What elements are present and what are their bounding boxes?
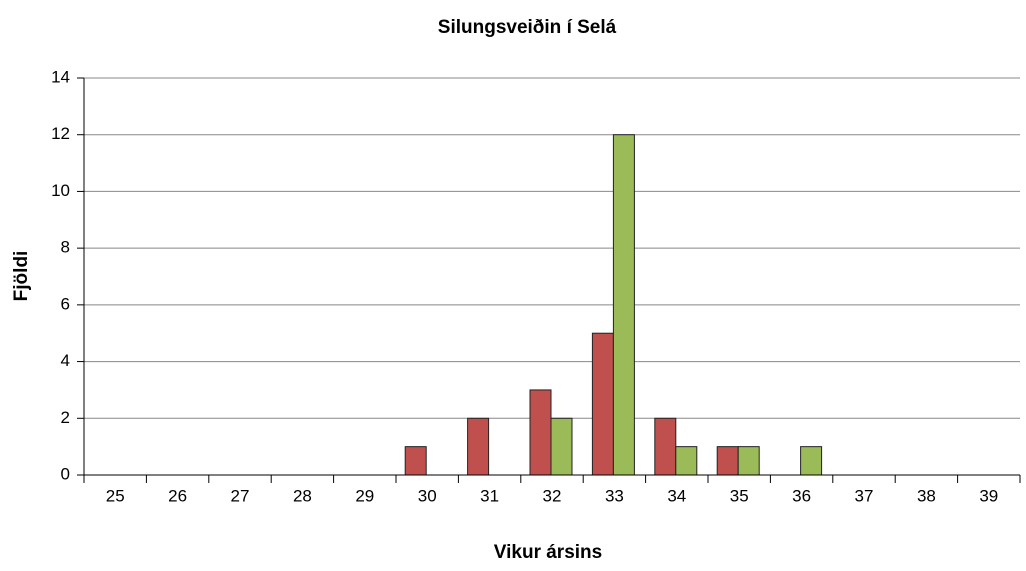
bar [404,446,427,476]
x-tick-label: 28 [293,486,312,505]
x-tick-label: 30 [418,486,437,505]
bar [591,332,614,476]
y-tick-label: 14 [51,67,70,86]
x-tick-label: 33 [605,486,624,505]
bar [800,446,823,476]
y-tick-label: 6 [61,294,70,313]
y-tick-label: 8 [61,238,70,257]
bar [716,446,739,476]
bar [654,417,677,476]
x-tick-label: 36 [792,486,811,505]
x-tick-label: 27 [231,486,250,505]
x-tick-label: 37 [855,486,874,505]
y-tick-label: 12 [51,124,70,143]
bar [529,389,552,476]
chart-title: Silungsveiðin í Selá [438,17,617,38]
y-tick-label: 10 [51,181,70,200]
x-axis-label: Vikur ársins [494,542,602,563]
x-tick-label: 25 [106,486,125,505]
bar [550,417,573,476]
bar [675,446,698,476]
bar [612,134,635,476]
y-axis-label: Fjöldi [11,251,32,302]
x-tick-label: 34 [667,486,686,505]
x-tick-label: 35 [730,486,749,505]
bar [737,446,760,476]
y-tick-label: 0 [61,464,70,483]
x-tick-label: 29 [355,486,374,505]
y-tick-label: 2 [61,408,70,427]
x-tick-label: 32 [543,486,562,505]
x-tick-label: 38 [917,486,936,505]
y-tick-label: 4 [61,351,70,370]
x-tick-label: 31 [480,486,499,505]
x-tick-label: 26 [168,486,187,505]
bar [467,417,490,476]
x-tick-label: 39 [979,486,998,505]
